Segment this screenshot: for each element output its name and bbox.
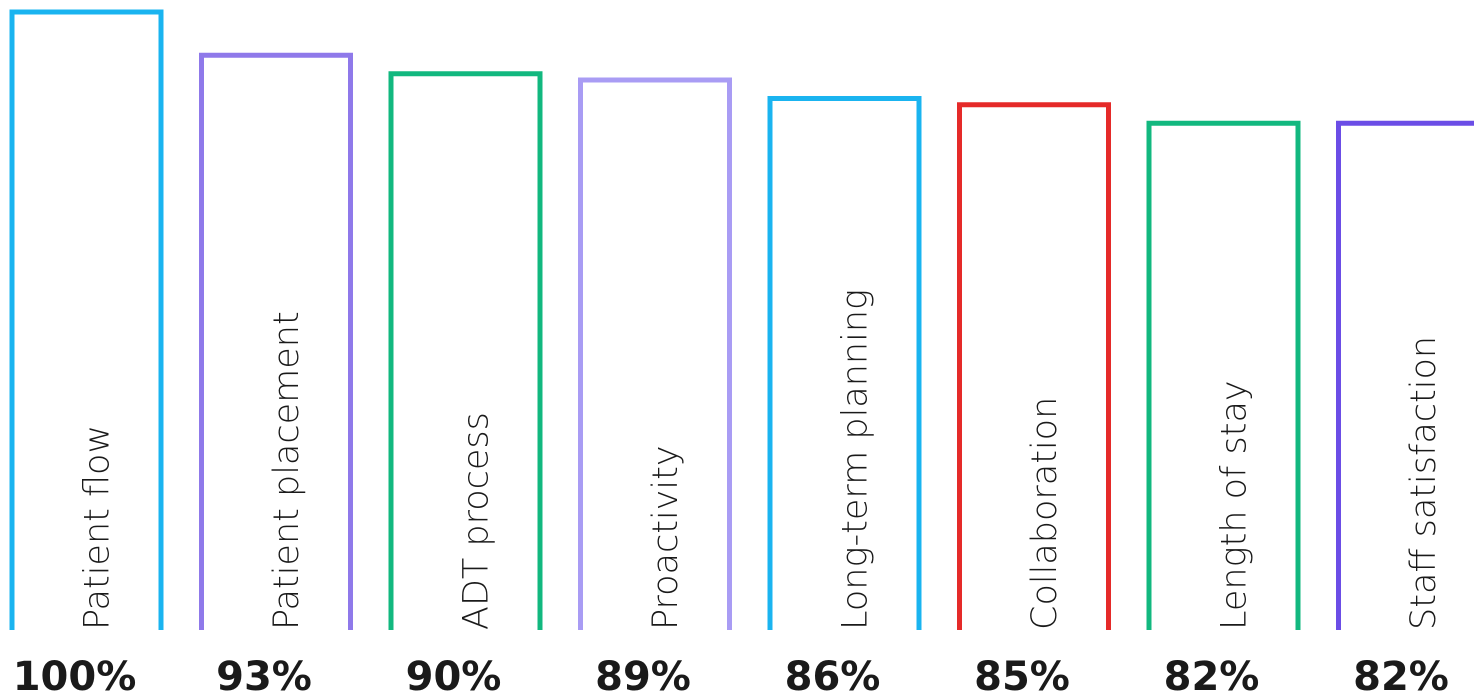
category-label: Patient flow [78,425,118,630]
category-label: Collaboration [1025,397,1065,630]
bar-collaboration [957,102,1111,630]
value-label: 89% [595,654,691,700]
value-label: 85% [974,654,1070,700]
bar-long-term-planning [767,96,922,630]
bar-length-of-stay [1146,120,1301,630]
value-label: 90% [406,654,502,700]
value-label: 86% [785,654,881,700]
category-label: Patient placement [267,311,307,630]
bars-group [9,9,1474,630]
value-label: 93% [216,654,312,700]
bar-patient-placement [199,52,353,630]
value-labels-group: 100% 93% 90% 89% 86% 85% 82% 82% [13,654,1449,700]
category-labels-group: Patient flow Patient placement ADT process… [78,289,1445,630]
category-label: Proactivity [646,445,686,630]
category-label: Long-term planning [836,289,876,630]
category-label: Length of stay [1215,380,1255,630]
bar-staff-satisfaction [1336,120,1474,630]
value-label: 82% [1353,654,1449,700]
value-label: 82% [1164,654,1260,700]
bar-patient-flow [9,9,164,630]
bar-proactivity [578,77,732,630]
value-label: 100% [13,654,137,700]
category-label: ADT process [457,412,497,630]
bar-adt-process [388,71,543,630]
category-label: Staff satisfaction [1404,336,1444,630]
